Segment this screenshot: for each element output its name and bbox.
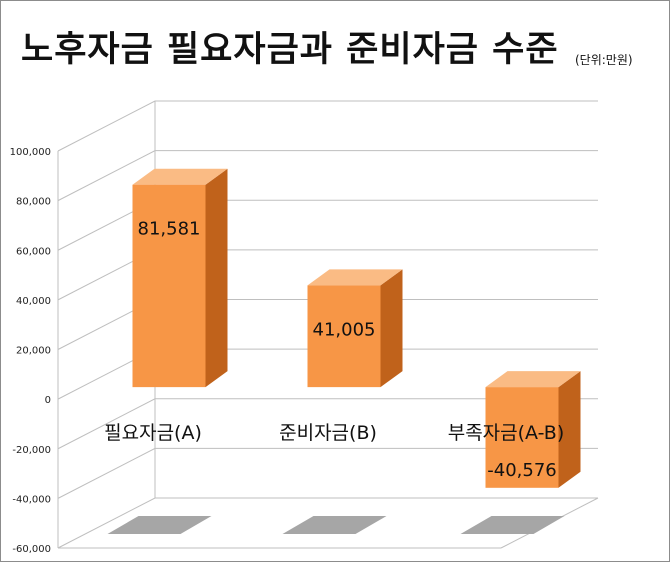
bars — [132, 168, 581, 488]
chart-title: 노후자금 필요자금과 준비자금 수준 — [21, 30, 559, 70]
data-label: -40,576 — [487, 460, 556, 481]
y-tick-label: 60,000 — [16, 246, 51, 257]
y-tick-label: 0 — [45, 395, 51, 406]
y-tick-label: -40,000 — [12, 494, 51, 505]
bar-shadow — [460, 516, 565, 534]
y-tick-label: 100,000 — [10, 147, 51, 158]
y-tick-label: 40,000 — [16, 296, 51, 307]
bar-top-face — [132, 168, 228, 185]
bar — [307, 269, 403, 388]
bar — [132, 168, 228, 388]
category-label: 필요자금(A) — [104, 422, 202, 444]
category-label: 준비자금(B) — [279, 422, 377, 444]
floor-shadows — [107, 516, 565, 534]
data-label: 41,005 — [313, 319, 376, 340]
value-labels: 81,581 41,005 -40,576 — [138, 219, 557, 481]
bar-front-face — [307, 285, 381, 388]
bar-front-face — [485, 387, 559, 488]
bar-top-face — [307, 269, 403, 286]
category-label: 부족자금(A-B) — [448, 422, 565, 444]
bar-side-face — [380, 269, 403, 388]
y-tick-label: 80,000 — [16, 197, 51, 208]
y-tick-label: 20,000 — [16, 346, 51, 357]
data-label: 81,581 — [138, 219, 201, 240]
y-tick-label: -20,000 — [12, 445, 51, 456]
bar-side-face — [558, 371, 581, 488]
bar-side-face — [205, 168, 228, 388]
bar-top-face — [485, 371, 581, 388]
bar-front-face — [132, 184, 206, 388]
bar-shadow — [282, 516, 387, 534]
unit-label: (단위:만원) — [575, 53, 633, 67]
grid-line — [57, 100, 598, 152]
y-tick-label: -60,000 — [12, 544, 51, 555]
bar-shadow — [107, 516, 212, 534]
category-labels: 필요자금(A) 준비자금(B) 부족자금(A-B) — [104, 422, 564, 444]
y-axis-ticks: 100,000 80,000 60,000 40,000 20,000 0 -20,000 -… — [10, 147, 51, 555]
bar — [485, 371, 581, 488]
